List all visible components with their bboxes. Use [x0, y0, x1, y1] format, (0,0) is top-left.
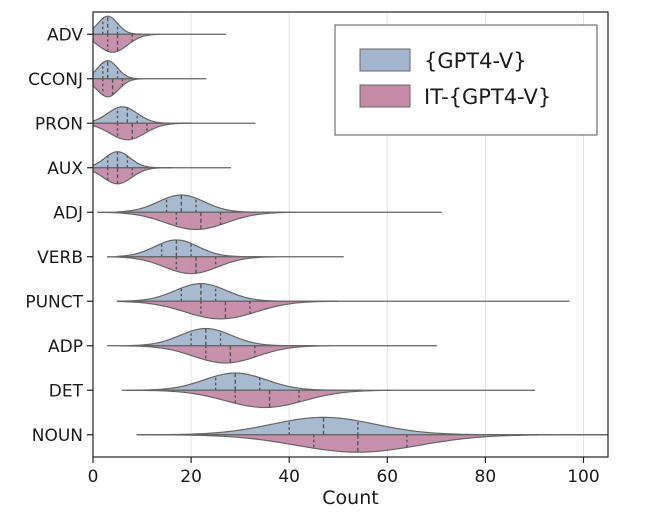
plot-frame: [92, 11, 609, 458]
violin-aux-it-gpt4v: [93, 167, 231, 185]
violin-cconj-it-gpt4v: [93, 78, 207, 98]
violins: [93, 15, 608, 453]
legend: {GPT4-V} IT-{GPT4-V}: [334, 24, 598, 136]
violin-punct-it-gpt4v: [116, 300, 570, 320]
violin-verb-it-gpt4v: [107, 256, 344, 275]
y-tick-label-pron: PRON: [35, 114, 83, 134]
violin-pron-it-gpt4v: [93, 122, 256, 141]
violin-noun-it-gpt4v: [136, 434, 608, 453]
x-tick-label: 0: [88, 467, 99, 487]
legend-label: IT-{GPT4-V}: [424, 85, 551, 109]
violin-adv-gpt4v: [93, 15, 143, 35]
violin-adj-gpt4v: [116, 194, 290, 213]
y-tick-label-verb: VERB: [37, 248, 83, 268]
y-tick-label-adv: ADV: [47, 25, 83, 45]
y-axis-ticks: ADV CCONJ PRON AUX ADJ VERB PUNCT ADP DET NOUN: [25, 25, 93, 446]
y-tick-label-det: DET: [49, 381, 84, 401]
violin-aux-gpt4v: [93, 151, 173, 169]
violin-cconj-gpt4v: [93, 60, 138, 80]
legend-entry-gpt4v: {GPT4-V}: [359, 48, 527, 73]
violin-punct-gpt4v: [116, 283, 339, 302]
legend-label: {GPT4-V}: [424, 49, 527, 73]
y-tick-label-adp: ADP: [48, 337, 83, 357]
x-tick-label: 60: [376, 467, 398, 487]
y-tick-label-punct: PUNCT: [25, 292, 83, 312]
x-tick-label: 40: [278, 467, 300, 487]
legend-swatch: [359, 84, 411, 108]
violin-adp-gpt4v: [126, 327, 315, 347]
violin-det-gpt4v: [126, 372, 364, 391]
legend-entry-it-gpt4v: IT-{GPT4-V}: [359, 84, 551, 109]
violin-adv-it-gpt4v: [93, 33, 227, 53]
y-tick-label-noun: NOUN: [32, 426, 83, 446]
x-axis-label: Count: [322, 487, 378, 509]
x-tick-label: 100: [567, 467, 599, 487]
y-tick-label-aux: AUX: [47, 159, 83, 179]
violin-noun-gpt4v: [136, 416, 608, 436]
x-tick-label: 20: [180, 467, 202, 487]
x-axis-ticks: 0 20 40 60 80 100: [88, 457, 600, 487]
legend-swatch: [359, 48, 411, 72]
y-tick-label-cconj: CCONJ: [28, 70, 83, 90]
violin-pron-gpt4v: [93, 106, 192, 124]
y-tick-label-adj: ADJ: [53, 203, 83, 223]
violin-adj-it-gpt4v: [97, 211, 442, 231]
legend-box: [334, 24, 598, 136]
violin-det-it-gpt4v: [121, 389, 536, 409]
x-tick-label: 80: [475, 467, 497, 487]
violin-adp-it-gpt4v: [107, 345, 437, 364]
